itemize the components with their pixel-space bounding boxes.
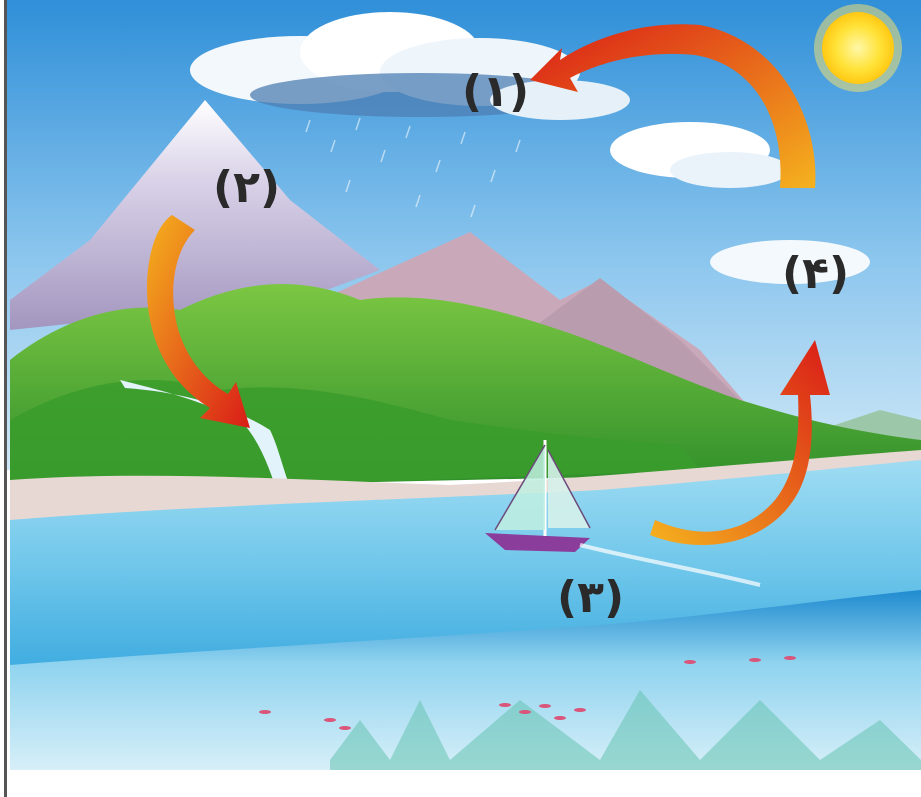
cloud-icon [610, 122, 790, 188]
underwater [10, 590, 921, 797]
arrow-to-cloud [530, 24, 816, 188]
cloud-icon [710, 240, 870, 284]
arrow-to-sky [650, 340, 830, 545]
bottom-strip [7, 770, 921, 797]
fish-icon [259, 656, 796, 730]
left-border-line [4, 0, 7, 797]
stage-label-4: (۴) [782, 248, 850, 299]
mountain-icon [10, 100, 380, 330]
rain [305, 117, 521, 218]
cloud-icon [190, 12, 630, 120]
wake [579, 543, 761, 587]
stage-label-1: (۱) [462, 66, 530, 117]
sailboat-icon [485, 440, 591, 552]
stage-label-3: (۳) [557, 572, 625, 623]
sun-icon [814, 4, 902, 92]
forest [10, 380, 700, 495]
arrow-to-river [146, 215, 250, 428]
stage-label-2: (۲) [213, 162, 281, 213]
